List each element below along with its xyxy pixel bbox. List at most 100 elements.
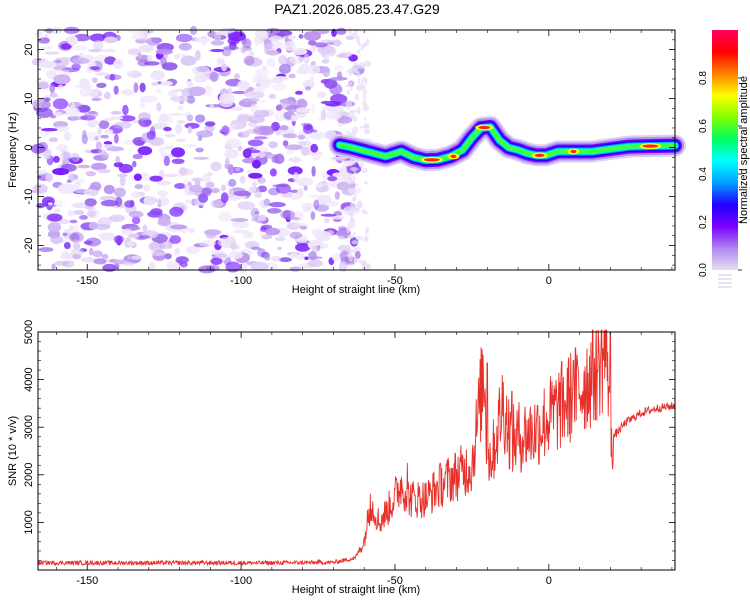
noise-blob bbox=[113, 59, 124, 69]
noise-blobs bbox=[30, 25, 372, 274]
noise-blob bbox=[322, 66, 331, 78]
noise-blob bbox=[363, 117, 367, 121]
noise-blob bbox=[243, 55, 255, 66]
noise-blob bbox=[180, 55, 197, 66]
noise-blob bbox=[49, 83, 56, 94]
noise-blob bbox=[115, 155, 121, 164]
noise-blob bbox=[365, 79, 368, 86]
noise-blob bbox=[197, 135, 203, 142]
noise-blob bbox=[148, 262, 156, 270]
colorbar: 0.0 0.2 0.4 0.6 0.8 Normalized spectral ampl… bbox=[698, 30, 750, 288]
noise-blob bbox=[297, 98, 307, 110]
noise-blob bbox=[280, 209, 296, 220]
noise-blob bbox=[230, 242, 238, 250]
x-tick-label: -150 bbox=[76, 275, 98, 287]
x-tick-label: -50 bbox=[387, 575, 403, 587]
noise-blob bbox=[332, 172, 346, 177]
noise-blob bbox=[274, 236, 286, 241]
y-tick-label: 0 bbox=[23, 144, 35, 150]
noise-blob bbox=[246, 94, 255, 99]
noise-blob bbox=[186, 95, 196, 104]
noise-blob bbox=[201, 187, 213, 195]
noise-blob bbox=[196, 66, 210, 73]
noise-blob bbox=[80, 257, 98, 263]
noise-blob bbox=[221, 125, 230, 136]
noise-blob bbox=[178, 167, 188, 176]
snr-ticks: -150 -100 -50 0 1000 2000 3000 4000 5000 bbox=[23, 320, 675, 587]
noise-blob bbox=[353, 232, 357, 235]
noise-blob bbox=[336, 115, 353, 124]
noise-blob bbox=[295, 90, 303, 95]
noise-blob bbox=[86, 67, 91, 74]
noise-blob bbox=[72, 178, 85, 183]
y-tick-label: 20 bbox=[23, 43, 35, 55]
noise-blob bbox=[184, 122, 200, 129]
noise-blob bbox=[253, 109, 270, 118]
snr-line bbox=[37, 329, 676, 567]
noise-blob bbox=[231, 106, 244, 111]
noise-blob bbox=[146, 130, 156, 140]
noise-blob bbox=[355, 93, 359, 101]
noise-blob bbox=[285, 150, 295, 155]
spectrogram-ylabel: Frequency (Hz) bbox=[7, 112, 19, 188]
noise-blob bbox=[40, 46, 54, 50]
x-tick-label: 0 bbox=[546, 275, 552, 287]
noise-blob bbox=[199, 239, 217, 247]
noise-blob bbox=[346, 89, 350, 95]
signal-ridge bbox=[328, 116, 686, 172]
noise-blob bbox=[158, 146, 167, 156]
noise-blob bbox=[350, 109, 357, 113]
noise-blob bbox=[304, 256, 309, 261]
noise-blob bbox=[70, 102, 75, 113]
noise-blob bbox=[223, 45, 240, 51]
noise-blob bbox=[72, 210, 85, 215]
noise-blob bbox=[220, 192, 229, 204]
noise-blob bbox=[236, 114, 252, 123]
noise-blob bbox=[255, 83, 261, 87]
noise-blob bbox=[357, 77, 361, 85]
noise-blob bbox=[355, 236, 364, 241]
noise-blob bbox=[348, 249, 352, 255]
noise-blob bbox=[163, 155, 170, 167]
noise-blob bbox=[177, 105, 185, 111]
noise-blob bbox=[360, 125, 363, 129]
noise-blob bbox=[186, 80, 194, 87]
noise-blob bbox=[346, 104, 351, 110]
noise-blob bbox=[216, 58, 225, 65]
noise-blob bbox=[127, 240, 136, 247]
noise-blob bbox=[70, 248, 84, 256]
noise-blob bbox=[137, 52, 142, 59]
noise-blob bbox=[234, 73, 240, 81]
noise-blob bbox=[174, 53, 189, 57]
noise-blob bbox=[186, 245, 200, 255]
noise-blob bbox=[303, 185, 308, 191]
noise-blob bbox=[117, 173, 128, 178]
y-tick-label: 10 bbox=[23, 92, 35, 104]
noise-blob bbox=[68, 231, 84, 243]
noise-blob bbox=[355, 183, 359, 186]
noise-blob bbox=[237, 80, 250, 91]
noise-blob bbox=[350, 67, 358, 74]
noise-blob bbox=[361, 168, 368, 174]
noise-blob bbox=[297, 188, 304, 197]
noise-blob bbox=[204, 229, 222, 236]
noise-blob bbox=[360, 82, 365, 89]
noise-blob bbox=[198, 193, 209, 203]
noise-blob bbox=[127, 48, 141, 56]
noise-blob bbox=[210, 199, 224, 208]
noise-blob bbox=[282, 133, 298, 139]
noise-blob bbox=[67, 209, 75, 217]
noise-blob bbox=[118, 163, 134, 174]
noise-blob bbox=[69, 225, 74, 232]
noise-blob bbox=[148, 241, 161, 252]
noise-blob bbox=[191, 177, 204, 182]
noise-blob bbox=[330, 76, 348, 81]
ridge-hotspot bbox=[450, 154, 457, 158]
noise-blob bbox=[171, 147, 185, 158]
noise-blob bbox=[128, 210, 144, 218]
noise-blob bbox=[113, 121, 132, 129]
noise-blob bbox=[355, 203, 360, 212]
noise-blob bbox=[240, 45, 247, 54]
noise-blob bbox=[348, 176, 353, 181]
